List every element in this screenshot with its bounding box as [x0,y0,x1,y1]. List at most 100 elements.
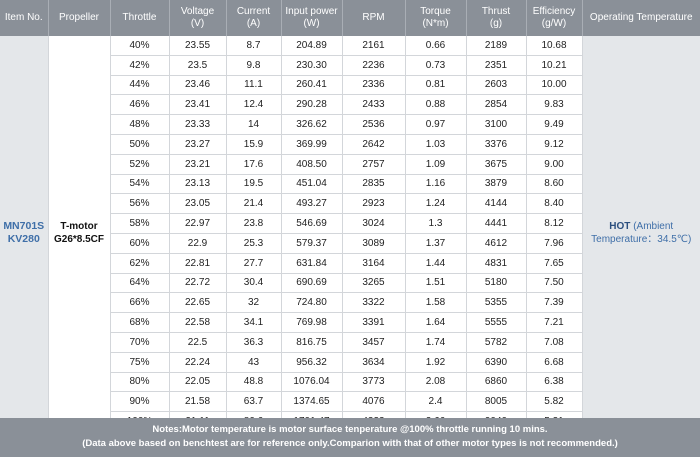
propeller-cell: T-motor G26*8.5CF [48,36,111,431]
voltage-cell: 22.58 [169,312,227,333]
thrust-cell: 5782 [466,332,527,353]
operating-temperature-cell: HOT (Ambient Temperature：34.5℃) [582,36,700,431]
torque-cell: 1.74 [405,332,467,353]
current-cell: 23.8 [226,213,282,234]
current-cell: 11.1 [226,75,282,96]
table-row: 46% 23.41 12.4 290.28 2433 0.88 2854 9.83 [0,94,700,116]
rpm-cell: 3164 [342,253,406,274]
table-row: 56% 23.05 21.4 493.27 2923 1.24 4144 8.40 [0,193,700,215]
note-line-2: (Data above based on benchtest are for r… [82,438,618,449]
thrust-cell: 4144 [466,193,527,215]
temperature-hot-label: HOT [609,221,631,233]
table-row: MN701S KV280 T-motor G26*8.5CF 40% 23.55 8.7 20… [0,36,700,431]
throttle-cell: 46% [110,94,170,116]
efficiency-cell: 8.60 [526,174,583,195]
table-row: 50% 23.27 15.9 369.99 2642 1.03 3376 9.12 [0,134,700,155]
thrust-cell: 2351 [466,55,527,76]
thrust-cell: 4441 [466,213,527,234]
current-cell: 48.8 [226,372,282,393]
torque-cell: 1.44 [405,253,467,274]
header-efficiency: Efficiency (g/W) [526,0,583,36]
voltage-cell: 21.58 [169,391,227,413]
throttle-cell: 52% [110,154,170,175]
torque-cell: 1.58 [405,292,467,314]
rpm-cell: 2757 [342,154,406,175]
efficiency-cell: 7.96 [526,233,583,254]
current-cell: 30.4 [226,273,282,294]
rpm-cell: 2923 [342,193,406,215]
thrust-cell: 5355 [466,292,527,314]
torque-cell: 0.73 [405,55,467,76]
efficiency-cell: 9.49 [526,114,583,135]
throttle-cell: 42% [110,55,170,76]
rpm-cell: 3391 [342,312,406,333]
table-row: 66% 22.65 32 724.80 3322 1.58 5355 7.39 [0,292,700,314]
input-power-cell: 690.69 [281,273,343,294]
thrust-cell: 3100 [466,114,527,135]
input-power-cell: 290.28 [281,94,343,116]
voltage-cell: 22.81 [169,253,227,274]
efficiency-cell: 9.83 [526,94,583,116]
torque-cell: 1.51 [405,273,467,294]
efficiency-cell: 5.82 [526,391,583,413]
current-cell: 34.1 [226,312,282,333]
current-cell: 63.7 [226,391,282,413]
voltage-cell: 23.05 [169,193,227,215]
efficiency-cell: 7.65 [526,253,583,274]
thrust-cell: 2189 [466,36,527,56]
current-cell: 19.5 [226,174,282,195]
voltage-cell: 23.55 [169,36,227,56]
item-no-cell: MN701S KV280 [0,36,49,431]
voltage-cell: 23.27 [169,134,227,155]
table-row: 70% 22.5 36.3 816.75 3457 1.74 5782 7.08 [0,332,700,353]
notes-bar: Notes:Motor temperature is motor surface… [0,418,700,457]
throttle-cell: 64% [110,273,170,294]
current-cell: 43 [226,352,282,373]
torque-cell: 1.09 [405,154,467,175]
input-power-cell: 204.89 [281,36,343,56]
input-power-cell: 451.04 [281,174,343,195]
rpm-cell: 3024 [342,213,406,234]
table-row: 60% 22.9 25.3 579.37 3089 1.37 4612 7.96 [0,233,700,254]
header-rpm: RPM [342,0,406,36]
header-item-no: Item No. [0,0,49,36]
input-power-cell: 724.80 [281,292,343,314]
throttle-cell: 68% [110,312,170,333]
current-cell: 21.4 [226,193,282,215]
input-power-cell: 260.41 [281,75,343,96]
current-cell: 8.7 [226,36,282,56]
note-line-1: Notes:Motor temperature is motor surface… [152,424,548,435]
efficiency-cell: 8.12 [526,213,583,234]
voltage-cell: 23.5 [169,55,227,76]
torque-cell: 1.37 [405,233,467,254]
torque-cell: 0.66 [405,36,467,56]
thrust-cell: 3675 [466,154,527,175]
efficiency-cell: 10.00 [526,75,583,96]
thrust-cell: 2603 [466,75,527,96]
table-row: 52% 23.21 17.6 408.50 2757 1.09 3675 9.00 [0,154,700,175]
throttle-cell: 40% [110,36,170,56]
efficiency-cell: 10.68 [526,36,583,56]
throttle-cell: 60% [110,233,170,254]
efficiency-cell: 7.08 [526,332,583,353]
thrust-cell: 3376 [466,134,527,155]
voltage-cell: 23.21 [169,154,227,175]
table-row: 80% 22.05 48.8 1076.04 3773 2.08 6860 6.38 [0,372,700,393]
input-power-cell: 408.50 [281,154,343,175]
table-row: 90% 21.58 63.7 1374.65 4076 2.4 8005 5.82 [0,391,700,413]
efficiency-cell: 6.38 [526,372,583,393]
performance-table: Item No. Propeller Throttle Voltage (V) Curre… [0,0,700,431]
rpm-cell: 3457 [342,332,406,353]
input-power-cell: 230.30 [281,55,343,76]
rpm-cell: 2536 [342,114,406,135]
torque-cell: 1.24 [405,193,467,215]
throttle-cell: 66% [110,292,170,314]
input-power-cell: 631.84 [281,253,343,274]
throttle-cell: 62% [110,253,170,274]
rpm-cell: 2236 [342,55,406,76]
thrust-cell: 5180 [466,273,527,294]
header-thrust: Thrust (g) [466,0,527,36]
rpm-cell: 3634 [342,352,406,373]
table-row: 48% 23.33 14 326.62 2536 0.97 3100 9.49 [0,114,700,135]
torque-cell: 2.4 [405,391,467,413]
